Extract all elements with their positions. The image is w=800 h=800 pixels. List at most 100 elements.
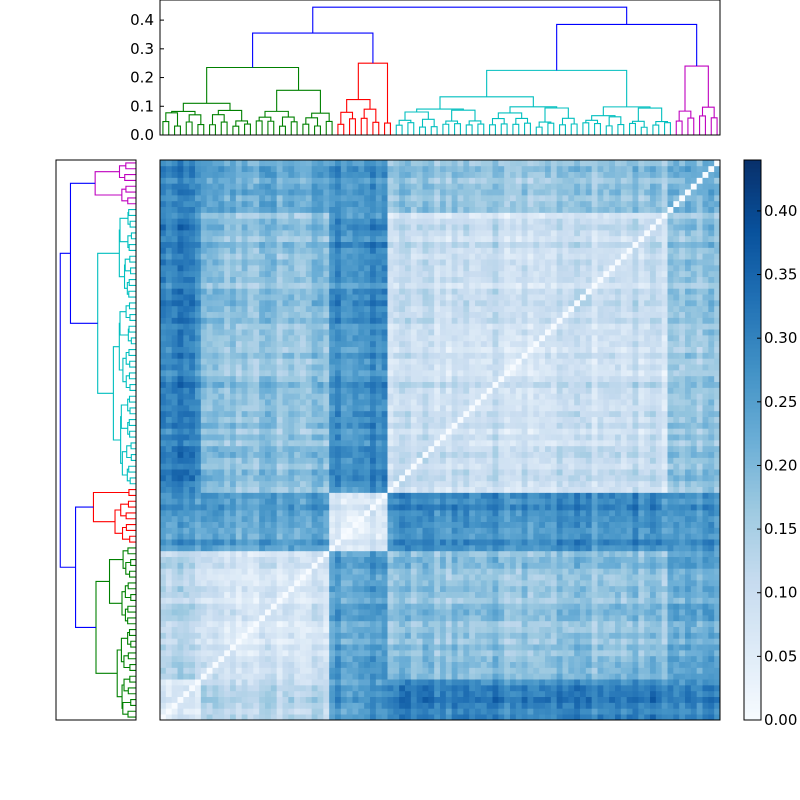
heatmap-cell bbox=[475, 451, 482, 458]
heatmap-cell bbox=[492, 515, 499, 523]
heatmap-cell bbox=[375, 650, 383, 657]
heatmap-cell bbox=[405, 457, 412, 464]
heatmap-cell bbox=[224, 679, 231, 686]
heatmap-cell bbox=[364, 650, 371, 657]
heatmap-cell bbox=[183, 638, 190, 645]
heatmap-cell bbox=[288, 510, 295, 517]
heatmap-cell bbox=[358, 615, 365, 622]
heatmap-cell bbox=[702, 556, 709, 563]
heatmap-cell bbox=[399, 463, 406, 470]
heatmap-cell bbox=[235, 702, 243, 709]
heatmap-cell bbox=[708, 708, 715, 715]
heatmap-cell bbox=[690, 673, 698, 680]
heatmap-cell bbox=[206, 445, 213, 453]
heatmap-cell bbox=[644, 667, 651, 674]
heatmap-cell bbox=[626, 626, 633, 633]
heatmap-cell bbox=[160, 428, 167, 435]
heatmap-cell bbox=[399, 539, 406, 546]
heatmap-cell bbox=[650, 457, 657, 464]
heatmap-cell bbox=[673, 655, 680, 663]
heatmap-cell bbox=[346, 434, 353, 441]
heatmap-cell bbox=[247, 673, 254, 680]
heatmap-cell bbox=[247, 644, 254, 651]
heatmap-cell bbox=[480, 714, 488, 721]
heatmap-cell bbox=[410, 416, 418, 423]
heatmap-cell bbox=[218, 475, 225, 482]
heatmap-cell bbox=[714, 416, 721, 423]
heatmap-cell bbox=[160, 696, 167, 703]
heatmap-cell bbox=[556, 498, 563, 505]
heatmap-cell bbox=[265, 416, 272, 423]
heatmap-cell bbox=[515, 609, 523, 616]
heatmap-cell bbox=[235, 603, 243, 610]
heatmap-cell bbox=[585, 655, 593, 663]
heatmap-cell bbox=[230, 451, 237, 458]
heatmap-cell bbox=[632, 498, 639, 505]
heatmap-cell bbox=[615, 492, 622, 499]
heatmap-cell bbox=[224, 440, 231, 447]
heatmap-cell bbox=[235, 515, 243, 523]
heatmap-cell bbox=[428, 445, 435, 453]
heatmap-cell bbox=[673, 475, 680, 482]
heatmap-cell bbox=[440, 644, 447, 651]
heatmap-cell bbox=[486, 440, 493, 447]
heatmap-cell bbox=[265, 510, 272, 517]
heatmap-cell bbox=[714, 574, 721, 581]
heatmap-cell bbox=[311, 463, 318, 470]
heatmap-cell bbox=[247, 527, 254, 534]
heatmap-cell bbox=[574, 644, 581, 651]
heatmap-cell bbox=[370, 609, 377, 616]
heatmap-cell bbox=[650, 632, 657, 639]
heatmap-cell bbox=[311, 521, 318, 528]
heatmap-cell bbox=[492, 673, 499, 680]
heatmap-cell bbox=[241, 661, 248, 668]
heatmap-cell bbox=[574, 434, 581, 441]
heatmap-cell bbox=[585, 463, 593, 470]
heatmap-cell bbox=[387, 661, 394, 668]
heatmap-cell bbox=[655, 556, 663, 563]
heatmap-cell bbox=[568, 685, 575, 692]
heatmap-cell bbox=[609, 434, 616, 441]
heatmap-cell bbox=[708, 492, 715, 499]
heatmap-cell bbox=[335, 545, 342, 552]
heatmap-cell bbox=[241, 626, 248, 633]
heatmap-cell bbox=[288, 463, 295, 470]
heatmap-cell bbox=[685, 690, 692, 698]
heatmap-cell bbox=[603, 539, 610, 546]
heatmap-cell bbox=[638, 673, 645, 680]
heatmap-cell bbox=[416, 702, 423, 709]
heatmap-cell bbox=[200, 463, 208, 470]
heatmap-cell bbox=[685, 556, 692, 563]
heatmap-cell bbox=[183, 603, 190, 610]
heatmap-cell bbox=[626, 562, 633, 569]
heatmap-cell bbox=[253, 580, 260, 587]
heatmap-cell bbox=[288, 673, 295, 680]
heatmap-cell bbox=[504, 603, 511, 610]
heatmap-cell bbox=[346, 655, 353, 663]
heatmap-cell bbox=[685, 603, 692, 610]
heatmap-cell bbox=[585, 539, 593, 546]
heatmap-cell bbox=[218, 498, 225, 505]
heatmap-cell bbox=[585, 562, 593, 569]
heatmap-cell bbox=[685, 702, 692, 709]
heatmap-cell bbox=[393, 475, 400, 482]
heatmap-cell bbox=[300, 568, 307, 575]
heatmap-cell bbox=[463, 679, 470, 686]
heatmap-cell bbox=[580, 527, 587, 534]
heatmap-cell bbox=[603, 714, 610, 721]
heatmap-cell bbox=[375, 539, 383, 546]
heatmap-cell bbox=[632, 673, 639, 680]
heatmap-cell bbox=[556, 475, 563, 482]
heatmap-cell bbox=[195, 475, 202, 482]
heatmap-cell bbox=[340, 609, 348, 616]
heatmap-cell bbox=[294, 480, 301, 488]
heatmap-cell bbox=[469, 632, 476, 639]
heatmap-cell bbox=[673, 591, 680, 598]
heatmap-cell bbox=[335, 661, 342, 668]
heatmap-cell bbox=[521, 527, 528, 534]
heatmap-cell bbox=[609, 585, 616, 593]
heatmap-cell bbox=[288, 632, 295, 639]
heatmap-cell bbox=[160, 702, 167, 709]
heatmap-cell bbox=[615, 469, 622, 476]
heatmap-cell bbox=[515, 708, 523, 715]
